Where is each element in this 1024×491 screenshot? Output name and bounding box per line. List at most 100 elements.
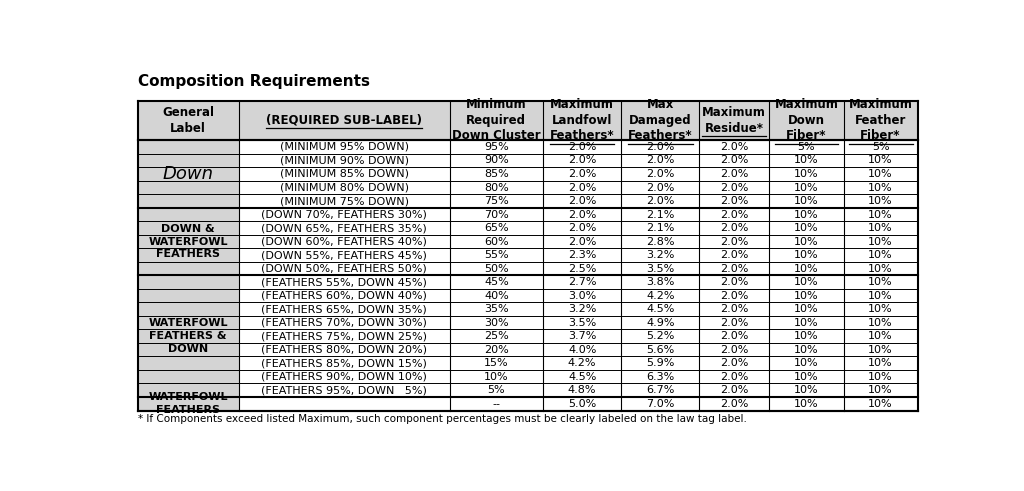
Bar xyxy=(543,370,622,383)
Text: 2.1%: 2.1% xyxy=(646,210,675,219)
Text: General
Label: General Label xyxy=(162,106,214,135)
Bar xyxy=(543,235,622,248)
Bar xyxy=(699,181,769,194)
Text: 2.0%: 2.0% xyxy=(720,331,749,341)
Bar xyxy=(844,356,918,370)
Bar xyxy=(137,235,239,248)
Bar xyxy=(622,275,699,289)
Bar xyxy=(137,262,239,275)
Bar xyxy=(239,262,450,275)
Bar xyxy=(543,329,622,343)
Text: WATERFOWL
FEATHERS: WATERFOWL FEATHERS xyxy=(148,392,228,415)
Bar xyxy=(543,356,622,370)
Bar xyxy=(450,140,543,154)
Bar xyxy=(137,289,239,302)
Bar xyxy=(844,383,918,397)
Text: 10%: 10% xyxy=(795,304,819,314)
Bar xyxy=(137,194,239,208)
Bar xyxy=(239,235,450,248)
Bar xyxy=(699,140,769,154)
Text: 10%: 10% xyxy=(868,169,893,179)
Bar xyxy=(239,101,450,140)
Bar xyxy=(450,262,543,275)
Bar xyxy=(137,383,239,397)
Bar xyxy=(769,370,844,383)
Text: 10%: 10% xyxy=(795,277,819,287)
Bar xyxy=(450,329,543,343)
Bar xyxy=(844,154,918,167)
Bar xyxy=(239,140,450,154)
Text: 2.0%: 2.0% xyxy=(720,345,749,355)
Text: 10%: 10% xyxy=(795,372,819,382)
Bar xyxy=(844,397,918,410)
Text: 2.0%: 2.0% xyxy=(646,169,675,179)
Bar xyxy=(622,289,699,302)
Bar xyxy=(239,370,450,383)
Bar xyxy=(137,397,239,410)
Text: 2.0%: 2.0% xyxy=(720,183,749,192)
Bar xyxy=(543,221,622,235)
Bar xyxy=(769,248,844,262)
Bar xyxy=(769,208,844,221)
Text: Maximum
Residue*: Maximum Residue* xyxy=(702,106,766,135)
Text: 10%: 10% xyxy=(795,358,819,368)
Bar xyxy=(844,181,918,194)
Text: 5.0%: 5.0% xyxy=(568,399,596,409)
Text: 2.0%: 2.0% xyxy=(720,358,749,368)
Text: (FEATHERS 55%, DOWN 45%): (FEATHERS 55%, DOWN 45%) xyxy=(261,277,427,287)
Text: 4.5%: 4.5% xyxy=(646,304,675,314)
Text: 80%: 80% xyxy=(484,183,509,192)
Text: 2.1%: 2.1% xyxy=(646,223,675,233)
Bar xyxy=(622,343,699,356)
Text: (DOWN 60%, FEATHERS 40%): (DOWN 60%, FEATHERS 40%) xyxy=(261,237,427,246)
Text: 95%: 95% xyxy=(484,142,509,152)
Text: (MINIMUM 90% DOWN): (MINIMUM 90% DOWN) xyxy=(280,156,409,165)
Text: (FEATHERS 95%, DOWN   5%): (FEATHERS 95%, DOWN 5%) xyxy=(261,385,427,395)
Bar xyxy=(239,316,450,329)
Text: 45%: 45% xyxy=(484,277,509,287)
Bar xyxy=(239,397,450,410)
Bar xyxy=(699,235,769,248)
Text: 2.0%: 2.0% xyxy=(720,264,749,273)
Bar xyxy=(769,181,844,194)
Bar xyxy=(137,370,239,383)
Bar xyxy=(543,154,622,167)
Text: 4.2%: 4.2% xyxy=(568,358,596,368)
Text: 2.0%: 2.0% xyxy=(720,318,749,327)
Bar xyxy=(699,329,769,343)
Bar xyxy=(239,343,450,356)
Text: 2.0%: 2.0% xyxy=(568,237,596,246)
Text: 10%: 10% xyxy=(868,156,893,165)
Text: 2.0%: 2.0% xyxy=(720,304,749,314)
Text: 4.2%: 4.2% xyxy=(646,291,675,300)
Text: (MINIMUM 95% DOWN): (MINIMUM 95% DOWN) xyxy=(280,142,409,152)
Text: 10%: 10% xyxy=(484,372,509,382)
Bar xyxy=(137,167,239,181)
Text: 40%: 40% xyxy=(484,291,509,300)
Bar xyxy=(699,167,769,181)
Text: 2.8%: 2.8% xyxy=(646,237,675,246)
Bar xyxy=(450,397,543,410)
Bar xyxy=(622,140,699,154)
Bar xyxy=(137,329,239,343)
Text: 3.8%: 3.8% xyxy=(646,277,675,287)
Text: 50%: 50% xyxy=(484,264,509,273)
Bar xyxy=(239,154,450,167)
Bar xyxy=(699,302,769,316)
Text: 2.0%: 2.0% xyxy=(720,372,749,382)
Text: 2.0%: 2.0% xyxy=(568,223,596,233)
Text: 10%: 10% xyxy=(795,169,819,179)
Text: 10%: 10% xyxy=(868,223,893,233)
Text: 2.7%: 2.7% xyxy=(568,277,596,287)
Text: (MINIMUM 80% DOWN): (MINIMUM 80% DOWN) xyxy=(280,183,409,192)
Text: WATERFOWL
FEATHERS &
DOWN: WATERFOWL FEATHERS & DOWN xyxy=(148,318,228,354)
Text: 4.9%: 4.9% xyxy=(646,318,675,327)
Text: 4.8%: 4.8% xyxy=(568,385,596,395)
Text: 2.0%: 2.0% xyxy=(720,385,749,395)
Text: DOWN &
WATERFOWL
FEATHERS: DOWN & WATERFOWL FEATHERS xyxy=(148,224,228,259)
Text: (MINIMUM 85% DOWN): (MINIMUM 85% DOWN) xyxy=(280,169,409,179)
Text: 10%: 10% xyxy=(868,372,893,382)
Bar xyxy=(450,235,543,248)
Text: 2.0%: 2.0% xyxy=(720,250,749,260)
Text: 10%: 10% xyxy=(868,196,893,206)
